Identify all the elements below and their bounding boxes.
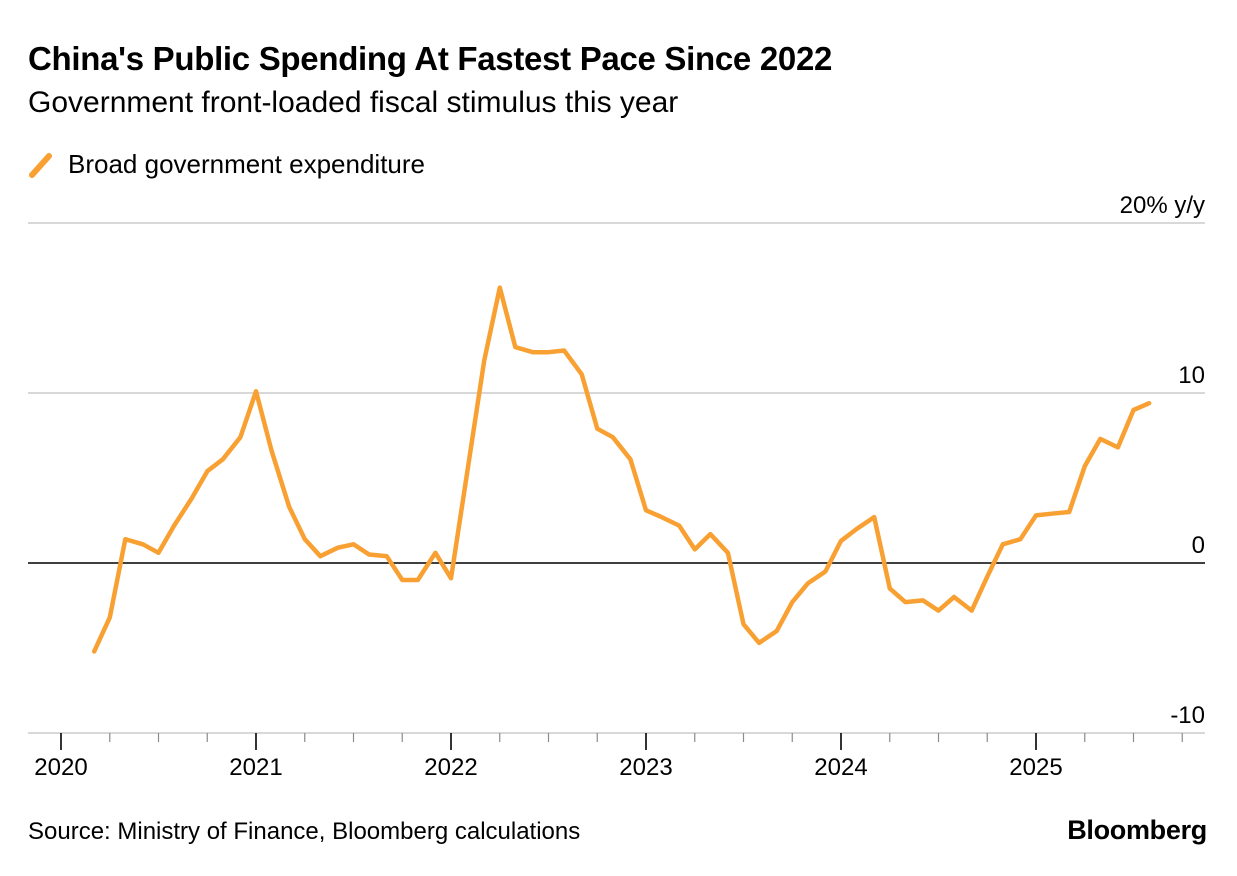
y-tick-label: 0 [1192, 532, 1205, 559]
x-tick-label: 2022 [424, 754, 477, 781]
brand-logo: Bloomberg [1067, 815, 1207, 845]
x-tick-label: 2023 [619, 754, 672, 781]
x-tick-label: 2021 [229, 754, 282, 781]
x-tick-label: 2024 [814, 754, 867, 781]
chart-subtitle: Government front-loaded fiscal stimulus … [28, 86, 679, 119]
series-line [91, 285, 1152, 654]
legend-label: Broad government expenditure [68, 148, 426, 179]
y-tick-label: -10 [1170, 702, 1205, 729]
source-note: Source: Ministry of Finance, Bloomberg c… [28, 818, 581, 845]
y-tick-label: 10 [1178, 362, 1205, 389]
y-tick-label: 20% y/y [1120, 192, 1205, 219]
x-tick-label: 2025 [1009, 754, 1062, 781]
x-tick-label: 2020 [34, 754, 87, 781]
legend: Broad government expenditure [28, 148, 425, 180]
legend-swatch-icon [29, 153, 52, 178]
chart-title: China's Public Spending At Fastest Pace … [28, 40, 833, 77]
